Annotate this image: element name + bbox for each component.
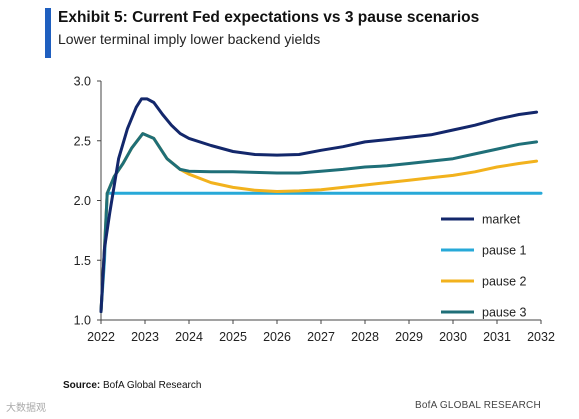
legend-label-pause-3: pause 3: [482, 306, 527, 320]
y-tick-label: 3.0: [74, 75, 91, 89]
x-tick-label: 2027: [307, 330, 335, 344]
legend-label-pause-1: pause 1: [482, 244, 527, 258]
y-tick-label: 1.5: [74, 254, 91, 268]
source-label: Source:: [63, 380, 101, 391]
x-tick-label: 2031: [483, 330, 511, 344]
y-tick-label: 2.5: [74, 134, 91, 148]
y-tick-label: 1.0: [74, 314, 91, 328]
x-tick-label: 2024: [175, 330, 203, 344]
x-tick-label: 2022: [87, 330, 115, 344]
watermark: 大数据观: [6, 403, 46, 414]
x-tick-label: 2032: [527, 330, 555, 344]
series-line-market: [99, 97, 539, 314]
chart-subtitle: Lower terminal imply lower backend yield…: [58, 31, 321, 47]
legend-label-market: market: [482, 213, 521, 227]
series-line-pause-1: [99, 191, 543, 314]
brand-footer: BofA GLOBAL RESEARCH: [415, 400, 541, 411]
x-tick-label: 2030: [439, 330, 467, 344]
x-tick-label: 2028: [351, 330, 379, 344]
x-tick-label: 2025: [219, 330, 247, 344]
x-tick-label: 2026: [263, 330, 291, 344]
series-line-pause-3: [99, 132, 539, 314]
title-accent-bar: [45, 8, 51, 58]
chart-title: Exhibit 5: Current Fed expectations vs 3…: [58, 9, 480, 26]
y-tick-label: 2.0: [74, 194, 91, 208]
x-tick-label: 2023: [131, 330, 159, 344]
legend-label-pause-2: pause 2: [482, 275, 527, 289]
source-note: Source: BofA Global Research: [63, 380, 201, 391]
x-tick-label: 2029: [395, 330, 423, 344]
source-text: BofA Global Research: [103, 380, 202, 391]
series-line-pause-2: [99, 132, 539, 314]
